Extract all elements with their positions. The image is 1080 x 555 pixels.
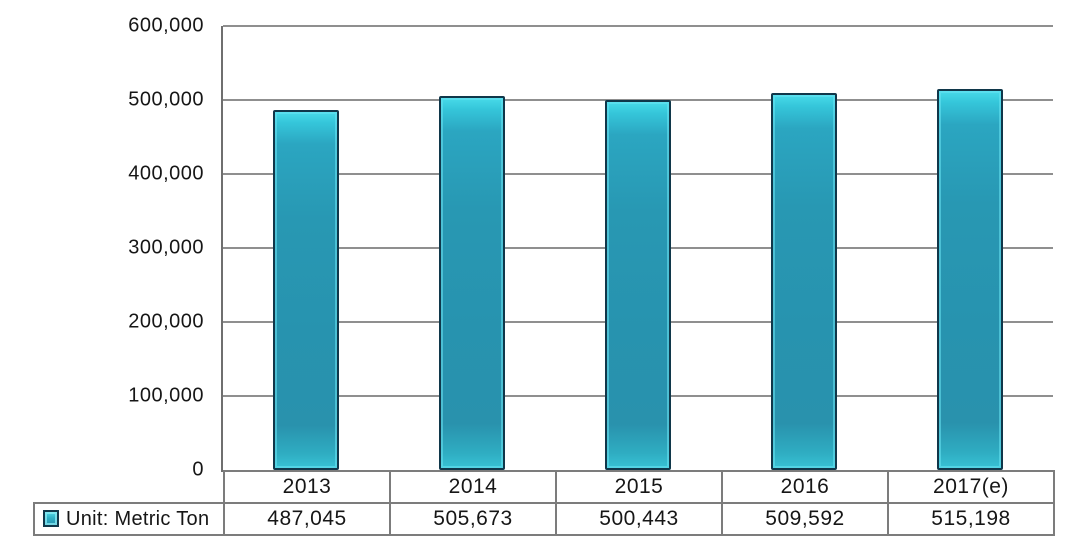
table-spacer-cell bbox=[34, 471, 224, 503]
y-axis-tick-label: 500,000 bbox=[128, 88, 204, 111]
value-cell: 515,198 bbox=[887, 502, 1055, 536]
bar-2013 bbox=[273, 109, 339, 470]
value-cell: 500,443 bbox=[555, 502, 723, 536]
bar-2014 bbox=[439, 95, 505, 470]
bar-swatch-icon bbox=[43, 509, 59, 527]
year-cell: 2014 bbox=[389, 470, 557, 504]
plot-area bbox=[223, 25, 1053, 470]
y-axis-line bbox=[221, 26, 223, 472]
gridline bbox=[223, 25, 1053, 27]
y-axis-tick-label: 400,000 bbox=[128, 162, 204, 185]
legend-cell: Unit: Metric Ton bbox=[33, 502, 225, 536]
y-axis-tick-label: 300,000 bbox=[128, 236, 204, 259]
year-cell: 2017(e) bbox=[887, 470, 1055, 504]
bar-2016 bbox=[771, 92, 837, 470]
y-axis-tick-label: 600,000 bbox=[128, 14, 204, 37]
legend-label: Unit: Metric Ton bbox=[66, 507, 210, 530]
data-table: 2013 2014 2015 2016 2017(e) Unit: Metric Ton… bbox=[33, 470, 1055, 536]
y-axis-labels: 0 100,000 200,000 300,000 400,000 500,000 600,… bbox=[0, 15, 204, 481]
year-cell: 2013 bbox=[223, 470, 391, 504]
bar-2017(e) bbox=[937, 88, 1003, 470]
value-cell: 487,045 bbox=[223, 502, 391, 536]
value-row: Unit: Metric Ton 487,045 505,673 500,443 50… bbox=[33, 502, 1055, 536]
y-axis-tick-label: 0 bbox=[192, 458, 204, 481]
y-axis-tick-label: 200,000 bbox=[128, 310, 204, 333]
year-cell: 2016 bbox=[721, 470, 889, 504]
year-row: 2013 2014 2015 2016 2017(e) bbox=[34, 470, 1055, 504]
value-cell: 509,592 bbox=[721, 502, 889, 536]
value-cell: 505,673 bbox=[389, 502, 557, 536]
year-cell: 2015 bbox=[555, 470, 723, 504]
y-axis-tick-label: 100,000 bbox=[128, 384, 204, 407]
bar-2015 bbox=[605, 99, 671, 470]
